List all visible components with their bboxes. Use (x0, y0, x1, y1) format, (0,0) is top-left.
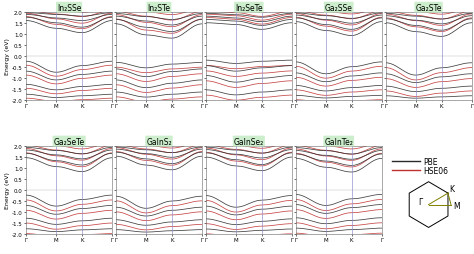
Title: Ga₂STe: Ga₂STe (415, 4, 442, 13)
Text: HSE06: HSE06 (423, 166, 448, 175)
Title: Ga₂SSe: Ga₂SSe (325, 4, 353, 13)
Title: GaInS₂: GaInS₂ (146, 137, 172, 146)
Y-axis label: Energy (eV): Energy (eV) (6, 171, 10, 208)
Text: K: K (450, 185, 455, 194)
Title: GaInTe₂: GaInTe₂ (324, 137, 353, 146)
Text: M: M (454, 201, 460, 210)
Text: PBE: PBE (423, 157, 438, 166)
Y-axis label: Energy (eV): Energy (eV) (6, 38, 10, 75)
Title: In₂SeTe: In₂SeTe (235, 4, 263, 13)
Title: GaInSe₂: GaInSe₂ (234, 137, 264, 146)
Title: In₂SSe: In₂SSe (57, 4, 82, 13)
Text: Γ: Γ (418, 197, 422, 206)
Title: Ga₂SeTe: Ga₂SeTe (54, 137, 85, 146)
Title: In₂STe: In₂STe (147, 4, 171, 13)
